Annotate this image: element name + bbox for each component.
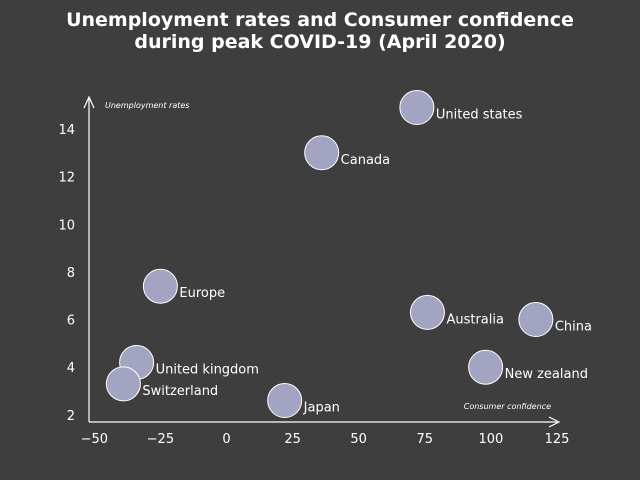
chart-title-line-2: during peak COVID-19 (April 2020) bbox=[134, 31, 505, 53]
data-point-label: United states bbox=[436, 108, 523, 123]
x-tick-label: 125 bbox=[545, 432, 570, 447]
x-tick-labels: −50 −25 0 25 50 75 100 125 bbox=[81, 432, 570, 447]
data-point bbox=[105, 366, 141, 402]
y-tick-label: 4 bbox=[67, 361, 75, 376]
y-tick-label: 10 bbox=[58, 218, 75, 233]
data-point-label: China bbox=[555, 320, 592, 335]
x-tick-label: 75 bbox=[417, 432, 434, 447]
x-tick-label: 25 bbox=[284, 432, 301, 447]
y-axis-arrow bbox=[83, 95, 95, 109]
data-point bbox=[304, 135, 340, 171]
data-point bbox=[409, 294, 445, 330]
data-point bbox=[518, 302, 554, 338]
x-tick-label: 0 bbox=[222, 432, 230, 447]
x-axis: Consumer confidence bbox=[89, 402, 561, 428]
chart-title-line-1: Unemployment rates and Consumer confiden… bbox=[66, 9, 574, 31]
x-tick-label: 100 bbox=[478, 432, 503, 447]
data-point-label: United kingdom bbox=[156, 362, 259, 377]
y-tick-label: 8 bbox=[67, 266, 75, 281]
data-point bbox=[267, 383, 303, 419]
data-point-label: Switzerland bbox=[142, 384, 218, 399]
data-point-label: Japan bbox=[303, 401, 340, 416]
data-point bbox=[468, 349, 504, 385]
y-tick-label: 6 bbox=[67, 314, 75, 329]
data-points: United states Canada Europe Australia China U… bbox=[105, 90, 592, 419]
x-axis-arrow bbox=[548, 416, 561, 428]
data-point-label: Europe bbox=[179, 286, 225, 301]
x-tick-label: −50 bbox=[81, 432, 108, 447]
y-axis: Unemployment rates bbox=[83, 95, 189, 422]
x-axis-label: Consumer confidence bbox=[464, 402, 551, 411]
y-tick-labels: 2 4 6 8 10 12 14 bbox=[58, 123, 75, 424]
data-point-label: Canada bbox=[341, 153, 390, 168]
data-point-label: Australia bbox=[446, 312, 504, 327]
x-tick-label: −25 bbox=[147, 432, 174, 447]
data-point bbox=[142, 268, 178, 304]
y-tick-label: 14 bbox=[58, 123, 75, 138]
y-tick-label: 12 bbox=[58, 171, 75, 186]
data-point bbox=[399, 90, 435, 126]
x-tick-label: 50 bbox=[350, 432, 367, 447]
data-point-label: New zealand bbox=[505, 367, 588, 382]
y-axis-label: Unemployment rates bbox=[105, 101, 189, 110]
y-tick-label: 2 bbox=[67, 409, 75, 424]
